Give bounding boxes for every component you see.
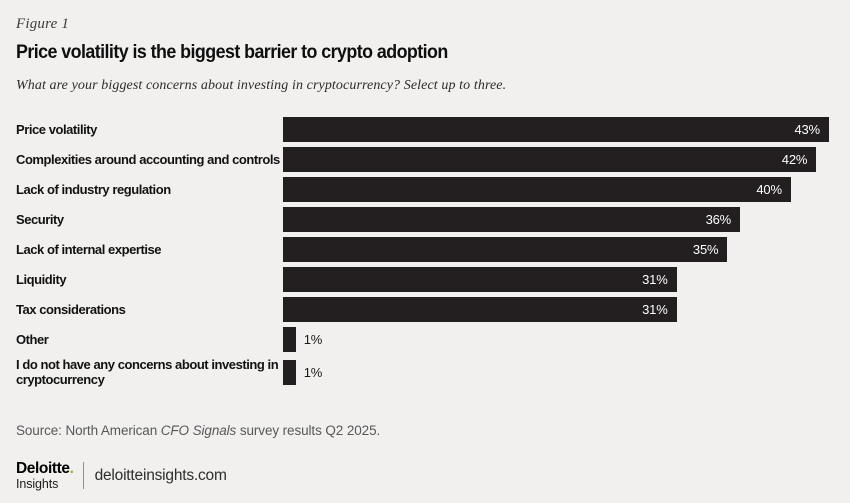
footer: Deloitte. Insights deloitteinsights.com xyxy=(16,461,227,490)
bar-track: 1% xyxy=(283,327,834,352)
bar-track: 35% xyxy=(283,237,834,262)
bar-value-label: 36% xyxy=(705,212,732,227)
chart-row: Lack of internal expertise 35% xyxy=(16,237,834,262)
logo-wordmark: Deloitte. xyxy=(16,461,74,477)
chart-row: Liquidity 31% xyxy=(16,267,834,292)
chart-subtitle: What are your biggest concerns about inv… xyxy=(16,78,507,93)
bar-track: 31% xyxy=(283,267,834,292)
bar: 40% xyxy=(283,177,791,202)
bar-label: I do not have any concerns about investi… xyxy=(16,357,279,388)
chart-row: Lack of industry regulation 40% xyxy=(16,177,834,202)
bar-track: 42% xyxy=(283,147,834,172)
bar-label: Tax considerations xyxy=(16,301,126,317)
bar-label: Complexities around accounting and contr… xyxy=(16,151,280,167)
chart-title: Price volatility is the biggest barrier … xyxy=(16,42,448,63)
bar-label: Other xyxy=(16,331,49,347)
bar-label: Price volatility xyxy=(16,121,97,137)
chart-row: I do not have any concerns about investi… xyxy=(16,357,834,388)
bar-track: 36% xyxy=(283,207,834,232)
figure-label: Figure 1 xyxy=(16,16,70,32)
bar-chart: Price volatility 43% Complexities around a… xyxy=(16,117,834,388)
bar-track: 31% xyxy=(283,297,834,322)
bar-label: Liquidity xyxy=(16,271,67,287)
logo-insights-text: Insights xyxy=(16,476,59,491)
deloitte-insights-logo: Deloitte. Insights xyxy=(16,461,74,490)
bar-value-label: 42% xyxy=(781,152,808,167)
bar-value-label: 31% xyxy=(642,272,668,287)
bar-label: Lack of internal expertise xyxy=(16,241,162,257)
chart-row: Security 36% xyxy=(16,207,834,232)
bar-value-label: 31% xyxy=(642,302,668,317)
chart-row: Other 1% xyxy=(16,327,834,352)
bar-value-label: 1% xyxy=(303,364,323,380)
footer-divider xyxy=(82,462,84,489)
source-prefix: Source: North American xyxy=(16,422,161,438)
bar-track: 1% xyxy=(283,359,834,385)
bar: 31% xyxy=(283,297,677,322)
chart-row: Complexities around accounting and contr… xyxy=(16,147,834,172)
bar-value-label: 43% xyxy=(794,122,820,137)
footer-site-link[interactable]: deloitteinsights.com xyxy=(94,466,227,484)
source-suffix: survey results Q2 2025. xyxy=(236,422,381,438)
logo-green-dot: . xyxy=(69,460,74,477)
bar: 31% xyxy=(283,267,677,292)
bar: 43% xyxy=(283,117,829,142)
logo-deloitte-text: Deloitte xyxy=(16,460,70,477)
bar-track: 43% xyxy=(283,117,834,142)
bar-value-label: 1% xyxy=(303,332,323,347)
bar-track: 40% xyxy=(283,177,834,202)
bar-label: Security xyxy=(16,211,64,227)
bar: 42% xyxy=(283,147,817,172)
bar: 35% xyxy=(283,237,728,262)
bar-value-label: 35% xyxy=(692,242,719,257)
bar-label: Lack of industry regulation xyxy=(16,181,171,197)
bar xyxy=(283,359,296,385)
chart-row: Tax considerations 31% xyxy=(16,297,834,322)
bar: 36% xyxy=(283,207,741,232)
source-survey-name: CFO Signals xyxy=(160,422,237,438)
source-note: Source: North American CFO Signals surve… xyxy=(16,423,834,438)
bar-value-label: 40% xyxy=(756,182,782,197)
chart-row: Price volatility 43% xyxy=(16,117,834,142)
bar xyxy=(283,327,296,352)
